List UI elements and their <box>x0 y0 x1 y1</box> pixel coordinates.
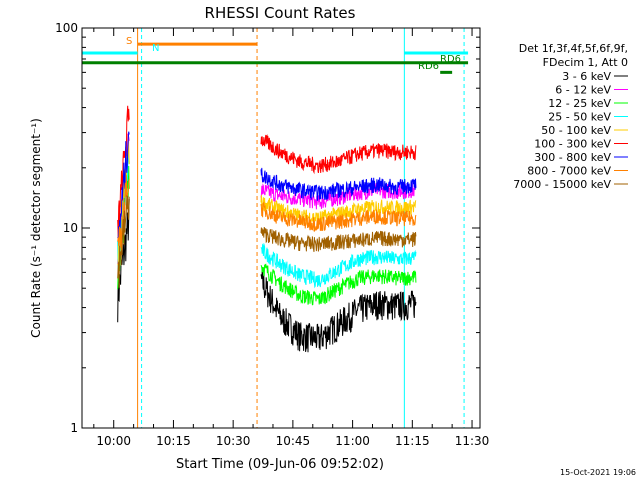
x-tick-label: 11:00 <box>335 434 370 448</box>
series-burst-line <box>117 131 130 239</box>
x-tick-label: 10:45 <box>276 434 311 448</box>
legend: Det 1f,3f,4f,5f,6f,9f,FDecim 1, Att 03 -… <box>513 42 628 191</box>
chart-title: RHESSI Count Rates <box>205 4 356 22</box>
series-line <box>260 242 417 289</box>
series-line <box>260 263 417 306</box>
legend-label: 100 - 300 keV <box>534 138 611 151</box>
series-burst-line <box>117 195 130 288</box>
series-burst-line <box>117 175 130 254</box>
legend-header: Det 1f,3f,4f,5f,6f,9f, <box>519 42 628 55</box>
y-axis-label: Count Rate (s⁻¹ detector segment⁻¹) <box>29 118 43 338</box>
series-line <box>260 134 417 175</box>
series-line <box>260 195 417 226</box>
legend-label: 25 - 50 keV <box>548 111 611 124</box>
x-tick-label: 11:30 <box>455 434 490 448</box>
flag-label: N <box>152 43 159 54</box>
series-line <box>260 167 417 201</box>
x-tick-label: 11:15 <box>395 434 430 448</box>
flag-label: S <box>126 36 132 47</box>
axis-ticks: 10:00 10:15 10:30 10:45 11:00 11:15 11:30 1 10 10… <box>55 21 489 448</box>
legend-label: 7000 - 15000 keV <box>513 178 611 191</box>
legend-header: FDecim 1, Att 0 <box>543 56 628 69</box>
flag-label: RD6 <box>418 61 439 72</box>
x-tick-label: 10:00 <box>96 434 131 448</box>
x-axis-label: Start Time (09-Jun-06 09:52:02) <box>176 457 384 472</box>
footer-date: 15-Oct-2021 19:06 <box>560 468 636 477</box>
legend-label: 6 - 12 keV <box>555 84 611 97</box>
flag-label: RD6 <box>440 54 461 65</box>
legend-label: 50 - 100 keV <box>541 124 611 137</box>
series-line <box>260 201 417 233</box>
y-tick-label: 1 <box>70 421 78 435</box>
legend-label: 800 - 7000 keV <box>527 165 611 178</box>
legend-label: 3 - 6 keV <box>562 70 611 83</box>
x-tick-label: 10:15 <box>156 434 191 448</box>
legend-label: 300 - 800 keV <box>534 151 611 164</box>
y-tick-label: 10 <box>63 221 78 235</box>
x-tick-label: 10:30 <box>216 434 251 448</box>
series-line <box>260 226 417 252</box>
legend-label: 12 - 25 keV <box>548 97 611 110</box>
y-tick-label: 100 <box>55 21 78 35</box>
series-line <box>260 268 417 353</box>
